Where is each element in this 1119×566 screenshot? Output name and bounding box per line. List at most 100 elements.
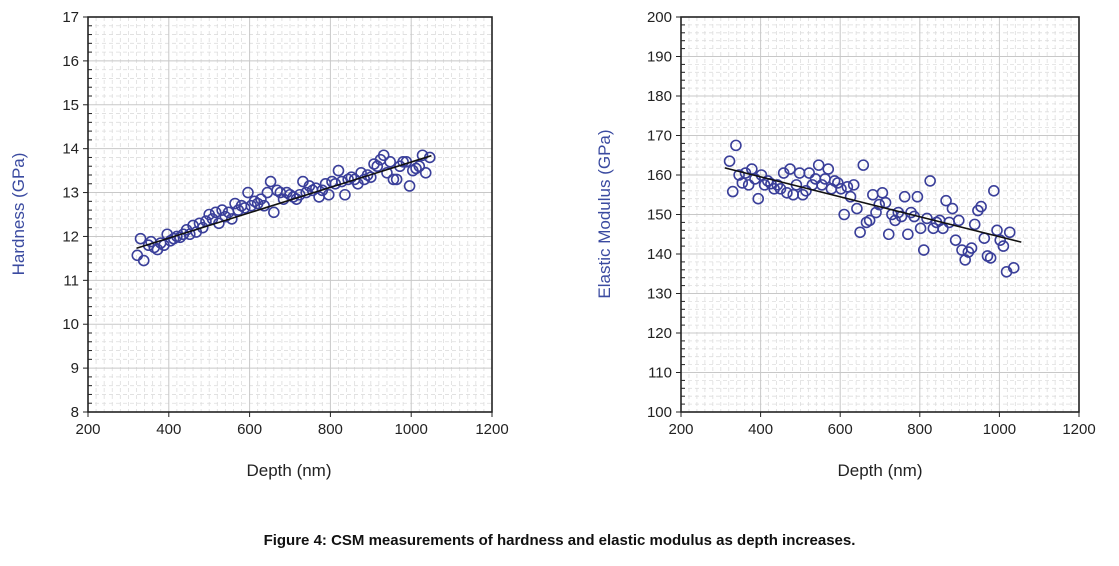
data-point — [777, 167, 790, 179]
data-point — [131, 249, 144, 262]
data-point — [226, 213, 238, 225]
data-point — [300, 186, 312, 199]
hardness-x-tick-label: 1200 — [475, 421, 508, 438]
data-point — [876, 186, 889, 199]
data-point — [847, 179, 860, 191]
data-point — [812, 159, 825, 171]
hardness-x-tick-label: 200 — [75, 421, 100, 438]
hardness-y-tick-label: 11 — [63, 272, 79, 289]
data-point — [917, 244, 930, 256]
data-point — [841, 181, 854, 193]
hardness-y-axis-title: Hardness (GPa) — [9, 153, 28, 276]
data-point — [975, 200, 987, 213]
modulus-y-tick-label: 130 — [647, 286, 672, 303]
data-point — [736, 177, 749, 189]
modulus-y-tick-label: 190 — [647, 49, 672, 66]
data-point — [387, 173, 400, 186]
data-point — [863, 214, 876, 227]
data-point — [784, 163, 796, 175]
data-point — [822, 163, 835, 175]
data-point — [419, 167, 432, 179]
data-point — [994, 234, 1006, 246]
data-point — [134, 232, 147, 245]
data-point — [216, 204, 228, 216]
data-point — [988, 185, 1000, 197]
hardness-y-tick-label: 13 — [62, 185, 79, 202]
data-point — [1007, 262, 1020, 274]
data-point — [390, 173, 403, 186]
hardness-x-tick-label: 1000 — [395, 421, 428, 438]
data-point — [854, 226, 866, 239]
data-point — [803, 167, 815, 179]
hardness-y-tick-label: 16 — [62, 53, 79, 70]
hardness-x-tick-label: 600 — [237, 421, 262, 438]
data-point — [997, 240, 1010, 252]
hardness-chart: Depth (nm) Hardness (GPa) 200 400 600 800 10… — [9, 9, 509, 480]
data-point — [867, 188, 879, 201]
data-point — [924, 175, 936, 187]
data-point — [752, 192, 765, 205]
data-point — [898, 190, 911, 203]
data-point — [882, 228, 895, 241]
hardness-trendline — [136, 154, 432, 250]
data-point — [413, 160, 426, 173]
modulus-y-tick-label: 150 — [647, 207, 672, 224]
data-point — [949, 234, 962, 246]
data-point — [749, 173, 761, 185]
hardness-y-tick-label: 12 — [62, 228, 79, 245]
hardness-grid — [87, 16, 493, 413]
data-point — [332, 164, 345, 177]
modulus-x-tick-label: 1200 — [1062, 421, 1095, 438]
data-point — [816, 179, 828, 191]
hardness-y-tick-label: 10 — [62, 316, 79, 333]
data-point — [914, 222, 927, 235]
modulus-y-tick-label: 110 — [648, 365, 672, 382]
modulus-grid — [680, 16, 1080, 413]
modulus-y-tick-label: 200 — [647, 9, 672, 26]
data-point — [339, 188, 351, 201]
data-point — [268, 206, 280, 219]
data-point — [921, 212, 933, 225]
hardness-plot-frame — [87, 16, 493, 413]
data-point — [726, 185, 739, 198]
modulus-trendline — [724, 167, 1022, 243]
data-point — [800, 185, 812, 197]
modulus-x-tick-label: 800 — [907, 421, 932, 438]
data-point — [984, 252, 997, 264]
modulus-y-tick-label: 120 — [647, 325, 672, 342]
hardness-y-tick-label: 9 — [71, 360, 79, 377]
modulus-x-tick-label: 400 — [748, 421, 773, 438]
data-point — [137, 254, 150, 267]
data-point — [258, 199, 270, 212]
modulus-y-tick-label: 140 — [647, 246, 672, 263]
data-point — [384, 156, 396, 168]
hardness-y-tick-label: 14 — [62, 141, 79, 158]
data-point — [844, 190, 857, 203]
data-point — [381, 167, 393, 179]
data-point — [723, 155, 736, 167]
modulus-y-axis-title: Elastic Modulus (GPa) — [595, 129, 614, 298]
data-point — [739, 167, 752, 179]
modulus-y-tick-label: 180 — [647, 88, 672, 105]
data-point — [377, 149, 390, 162]
data-point — [774, 183, 787, 195]
data-point — [781, 186, 793, 199]
hardness-y-tick-label: 17 — [62, 9, 79, 26]
data-point — [1003, 226, 1016, 239]
data-point — [879, 196, 892, 209]
data-point — [416, 149, 429, 162]
data-point — [835, 183, 847, 195]
modulus-y-tick-label: 170 — [647, 128, 672, 145]
data-point — [761, 175, 774, 187]
data-point — [730, 139, 742, 152]
modulus-points — [723, 139, 1020, 278]
data-point — [911, 190, 924, 203]
data-point — [838, 208, 850, 221]
data-point — [371, 160, 384, 173]
hardness-x-tick-label: 400 — [156, 421, 181, 438]
data-point — [242, 186, 254, 199]
data-point — [965, 242, 978, 254]
data-point — [209, 206, 222, 219]
hardness-y-tick-label: 15 — [62, 97, 79, 114]
